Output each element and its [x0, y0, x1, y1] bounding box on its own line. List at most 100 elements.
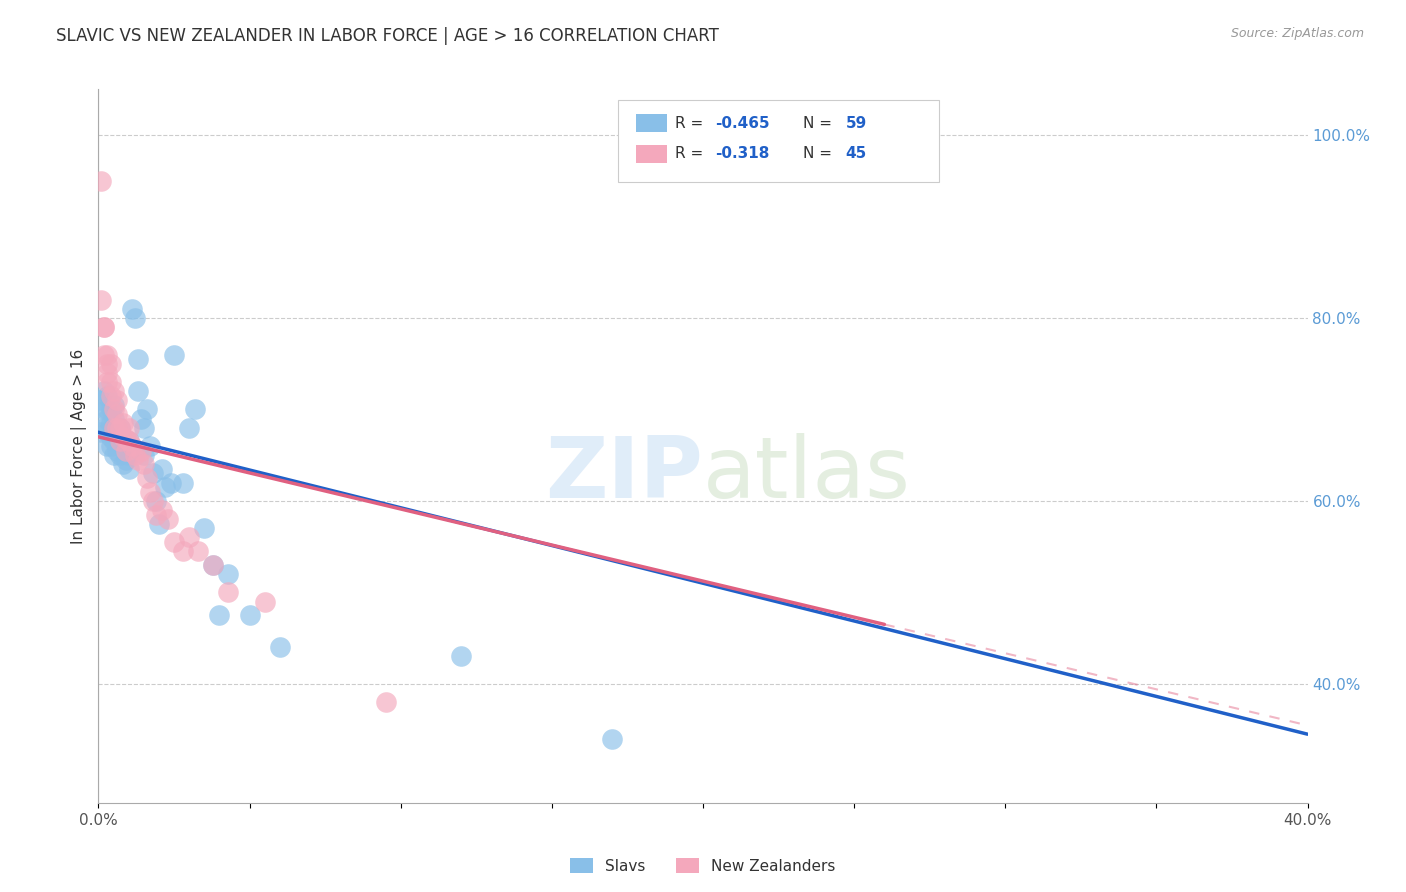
- Text: atlas: atlas: [703, 433, 911, 516]
- Text: N =: N =: [803, 146, 837, 161]
- Point: [103, 425, 125, 440]
- Point: [103, 402, 125, 417]
- Point: [163, 535, 186, 549]
- Point: [187, 544, 209, 558]
- Point: [103, 384, 125, 398]
- Point: [96, 389, 118, 403]
- Point: [142, 467, 165, 481]
- Point: [129, 443, 152, 458]
- Point: [93, 347, 115, 361]
- Point: [93, 320, 115, 334]
- Point: [172, 475, 194, 490]
- Point: [108, 420, 131, 434]
- Point: [100, 402, 122, 417]
- Point: [184, 402, 207, 417]
- Point: [179, 420, 201, 434]
- Point: [111, 458, 134, 472]
- Point: [103, 398, 125, 412]
- Point: [253, 594, 276, 608]
- Point: [450, 649, 472, 664]
- Point: [96, 425, 118, 440]
- Point: [111, 416, 134, 430]
- Point: [217, 585, 239, 599]
- Point: [208, 608, 231, 623]
- Point: [114, 439, 136, 453]
- Point: [108, 434, 131, 449]
- Point: [127, 384, 149, 398]
- Point: [105, 393, 128, 408]
- Y-axis label: In Labor Force | Age > 16: In Labor Force | Age > 16: [72, 349, 87, 543]
- Point: [602, 731, 624, 746]
- Legend: Slavs, New Zealanders: Slavs, New Zealanders: [564, 852, 842, 880]
- Point: [121, 439, 143, 453]
- Point: [124, 310, 146, 325]
- Point: [93, 320, 115, 334]
- Point: [105, 420, 128, 434]
- Point: [114, 443, 136, 458]
- Point: [202, 558, 225, 572]
- Point: [100, 375, 122, 389]
- Point: [114, 432, 136, 446]
- Point: [156, 512, 179, 526]
- Point: [103, 420, 125, 434]
- Point: [127, 352, 149, 367]
- Point: [132, 420, 155, 434]
- Point: [105, 443, 128, 458]
- Point: [108, 434, 131, 449]
- Point: [121, 301, 143, 316]
- Point: [118, 434, 141, 449]
- Point: [96, 347, 118, 361]
- Text: ZIP: ZIP: [546, 433, 703, 516]
- Point: [96, 366, 118, 380]
- Point: [374, 695, 396, 709]
- Point: [93, 402, 115, 417]
- Point: [103, 434, 125, 449]
- Point: [90, 293, 112, 307]
- Point: [124, 448, 146, 462]
- Point: [118, 448, 141, 462]
- Point: [96, 357, 118, 371]
- Point: [114, 452, 136, 467]
- Text: -0.318: -0.318: [716, 146, 769, 161]
- Point: [105, 420, 128, 434]
- Point: [172, 544, 194, 558]
- Point: [108, 448, 131, 462]
- Point: [96, 411, 118, 425]
- Point: [111, 439, 134, 453]
- Point: [179, 531, 201, 545]
- Point: [100, 389, 122, 403]
- Point: [135, 471, 157, 485]
- Point: [139, 439, 162, 453]
- Point: [96, 375, 118, 389]
- Text: 45: 45: [845, 146, 868, 161]
- Point: [96, 402, 118, 417]
- Point: [129, 411, 152, 425]
- Point: [148, 516, 170, 531]
- Point: [103, 411, 125, 425]
- Point: [153, 480, 176, 494]
- Text: R =: R =: [675, 146, 709, 161]
- Point: [269, 640, 291, 655]
- Point: [163, 347, 186, 361]
- Point: [100, 416, 122, 430]
- Point: [135, 402, 157, 417]
- Point: [217, 567, 239, 582]
- Point: [127, 452, 149, 467]
- Text: N =: N =: [803, 116, 837, 130]
- Text: R =: R =: [675, 116, 709, 130]
- Point: [118, 434, 141, 449]
- Point: [142, 494, 165, 508]
- Point: [90, 174, 112, 188]
- Point: [193, 521, 215, 535]
- Text: SLAVIC VS NEW ZEALANDER IN LABOR FORCE | AGE > 16 CORRELATION CHART: SLAVIC VS NEW ZEALANDER IN LABOR FORCE |…: [56, 27, 718, 45]
- Point: [93, 384, 115, 398]
- Point: [145, 508, 167, 522]
- Point: [118, 420, 141, 434]
- Point: [100, 430, 122, 444]
- Point: [150, 503, 173, 517]
- Point: [93, 420, 115, 434]
- Point: [202, 558, 225, 572]
- Point: [105, 407, 128, 421]
- Bar: [637, 114, 666, 132]
- Point: [103, 448, 125, 462]
